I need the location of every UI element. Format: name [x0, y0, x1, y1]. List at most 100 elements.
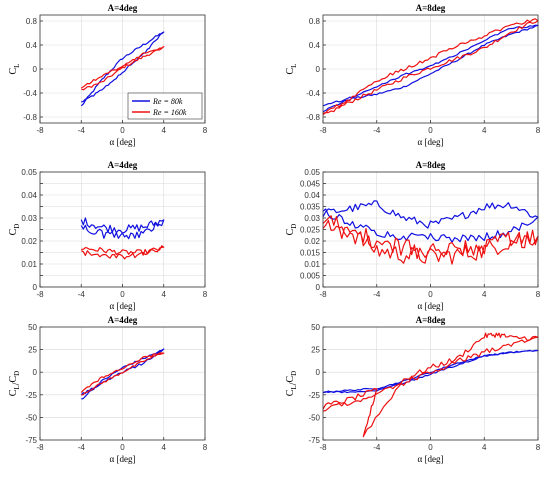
x-axis-label: α [deg] [418, 301, 444, 311]
y-tick-label: 0 [316, 65, 321, 74]
chart-panel-1: -8 -4 0 4 8 -0.8 -0.4 0 0.4 0.8 A=4deg α [deg] CL [8, 3, 208, 147]
x-tick-label: 8 [536, 443, 541, 452]
chart-title: A=8deg [416, 315, 446, 325]
series-line-re160k [322, 332, 539, 438]
y-tick-label: 0 [316, 368, 321, 377]
x-axis-label: α [deg] [418, 137, 444, 147]
y-tick-label: 0.02 [21, 237, 37, 246]
x-tick-label: 0 [120, 443, 125, 452]
x-tick-label: -4 [78, 443, 86, 452]
y-tick-label: 50 [311, 323, 320, 332]
x-tick-label: 8 [203, 443, 208, 452]
x-tick-label: 0 [428, 290, 433, 299]
chart-panel-2: -8 -4 0 4 8 -0.8 -0.4 0 0.4 0.8 A=8deg α [deg] CL [285, 3, 541, 147]
x-tick-label: 4 [162, 290, 167, 299]
legend-entry-label: Re = 80k [152, 97, 183, 106]
x-tick-label: 8 [536, 126, 541, 135]
y-tick-label: -75 [308, 436, 320, 445]
y-tick-label: 0.8 [309, 17, 321, 26]
chart-panel-6: -8 -4 0 4 8 -75 -50 -25 0 25 50 A=8deg α [deg] CL/CD [285, 315, 541, 464]
y-axis-label: CL/CD [8, 371, 22, 396]
x-tick-label: 4 [162, 126, 167, 135]
chart-panel-3: -8 -4 0 4 8 0 0.01 0.02 0.03 0.04 0.05 A=4deg α [deg… [8, 160, 208, 311]
x-tick-label: -8 [319, 443, 327, 452]
y-tick-label: -0.8 [23, 113, 37, 122]
y-tick-label: 0.025 [300, 226, 321, 235]
series-line-re160k [81, 245, 165, 260]
y-tick-label: 0.035 [300, 203, 321, 212]
chart-panel-4: -8 -4 0 4 8 0 0.005 0.01 0.015 0.02 0.025 0.03 0.035… [285, 160, 541, 311]
y-tick-label: -0.4 [23, 89, 37, 98]
y-axis-label: CD [8, 224, 21, 236]
chart-title: A=4deg [108, 315, 138, 325]
x-tick-label: 0 [120, 126, 125, 135]
y-tick-label: 0.015 [300, 249, 321, 258]
y-tick-label: 0.04 [21, 191, 37, 200]
y-tick-label: 0.02 [304, 237, 320, 246]
x-tick-label: -8 [36, 290, 44, 299]
y-tick-label: 0.05 [21, 168, 37, 177]
x-axis-label: α [deg] [110, 454, 136, 464]
x-tick-label: 8 [203, 290, 208, 299]
y-tick-label: -50 [25, 413, 37, 422]
x-tick-label: 4 [162, 443, 167, 452]
y-tick-label: 0.045 [300, 180, 321, 189]
x-tick-label: -4 [373, 443, 381, 452]
x-tick-label: -4 [373, 126, 381, 135]
y-tick-label: 25 [28, 346, 37, 355]
x-tick-label: 0 [428, 126, 433, 135]
x-tick-label: -8 [319, 126, 327, 135]
y-tick-label: 0 [33, 283, 38, 292]
y-tick-label: -0.4 [306, 89, 320, 98]
x-tick-label: -8 [36, 126, 44, 135]
y-tick-label: -50 [308, 413, 320, 422]
y-tick-label: -0.8 [306, 113, 320, 122]
x-tick-label: -4 [373, 290, 381, 299]
legend: Re = 80k Re = 160k [127, 92, 203, 120]
y-tick-label: 0.8 [26, 17, 38, 26]
legend-box [127, 92, 203, 120]
chart-title: A=4deg [108, 3, 138, 13]
chart-title: A=8deg [416, 3, 446, 13]
y-tick-label: 0.03 [21, 214, 37, 223]
x-tick-label: -4 [78, 290, 86, 299]
y-axis-label: CD [285, 224, 298, 236]
y-tick-label: 0 [316, 283, 321, 292]
y-tick-label: 0.04 [304, 191, 320, 200]
y-tick-label: -25 [308, 391, 320, 400]
x-axis-label: α [deg] [110, 137, 136, 147]
y-tick-label: 50 [28, 323, 37, 332]
x-tick-label: 0 [120, 290, 125, 299]
chart-title: A=8deg [416, 160, 446, 170]
y-tick-label: 0.01 [21, 260, 37, 269]
y-axis-label: CL [285, 64, 298, 75]
y-tick-label: -75 [25, 436, 37, 445]
series-line-re160k [80, 352, 165, 396]
y-axis-label: CL [8, 64, 21, 75]
x-tick-label: 8 [536, 290, 541, 299]
y-tick-label: -25 [25, 391, 37, 400]
y-tick-label: 0.4 [26, 41, 38, 50]
x-tick-label: -8 [36, 443, 44, 452]
x-tick-label: 8 [203, 126, 208, 135]
y-tick-label: 0.03 [304, 214, 320, 223]
y-axis-label: CL/CD [285, 371, 299, 396]
series-line-re160k [81, 45, 165, 91]
legend-entry-label: Re = 160k [152, 108, 187, 117]
x-tick-label: -8 [319, 290, 327, 299]
series-line-re80k [80, 217, 165, 240]
y-tick-label: 25 [311, 346, 320, 355]
x-axis-label: α [deg] [418, 454, 444, 464]
y-tick-label: 0.005 [300, 272, 321, 281]
x-tick-label: 4 [482, 290, 487, 299]
y-tick-label: 0 [33, 65, 38, 74]
y-tick-label: 0.05 [304, 168, 320, 177]
chart-title: A=4deg [108, 160, 138, 170]
x-axis-label: α [deg] [110, 301, 136, 311]
chart-panel-5: -8 -4 0 4 8 -75 -50 -25 0 25 50 A=4deg α [deg] CL/CD [8, 315, 208, 464]
x-tick-label: 4 [482, 126, 487, 135]
x-tick-label: 4 [482, 443, 487, 452]
x-tick-label: -4 [78, 126, 86, 135]
x-tick-label: 0 [428, 443, 433, 452]
